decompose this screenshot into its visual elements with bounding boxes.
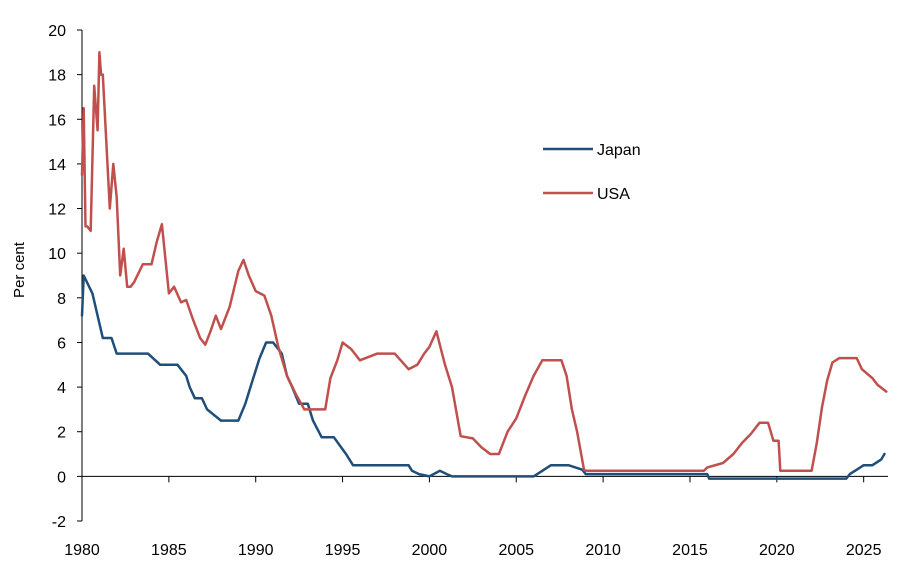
legend-label-japan: Japan bbox=[597, 142, 641, 159]
y-tick-label: 10 bbox=[48, 246, 66, 263]
y-tick-label: -2 bbox=[52, 514, 66, 531]
x-tick-label: 2000 bbox=[412, 542, 448, 559]
series-line-usa bbox=[80, 51, 888, 473]
y-axis-ticks: -2 0 2 4 6 8 10 12 14 16 18 20 bbox=[48, 23, 82, 531]
legend: Japan USA bbox=[543, 142, 641, 203]
y-tick-label: 16 bbox=[48, 112, 66, 129]
y-tick-label: 14 bbox=[48, 157, 66, 174]
x-tick-label: 2005 bbox=[498, 542, 534, 559]
series-line-japan bbox=[80, 274, 886, 480]
x-axis-ticks: 1980 1985 1990 1995 2000 2005 2010 2015 2020 2025 bbox=[64, 476, 882, 559]
legend-label-usa: USA bbox=[597, 186, 630, 203]
x-tick-label: 2015 bbox=[672, 542, 708, 559]
x-tick-label: 2020 bbox=[759, 542, 795, 559]
y-tick-label: 12 bbox=[48, 202, 66, 219]
x-tick-label: 1995 bbox=[325, 542, 361, 559]
axes bbox=[81, 30, 888, 521]
x-tick-label: 2025 bbox=[846, 542, 882, 559]
x-tick-label: 2010 bbox=[585, 542, 621, 559]
y-tick-label: 18 bbox=[48, 68, 66, 85]
y-tick-label: 4 bbox=[57, 380, 66, 397]
y-axis-label: Per cent bbox=[11, 241, 28, 298]
y-tick-label: 0 bbox=[57, 469, 66, 486]
y-tick-label: 6 bbox=[57, 335, 66, 352]
y-tick-label: 20 bbox=[48, 23, 66, 40]
x-tick-label: 1985 bbox=[151, 542, 187, 559]
x-tick-label: 1990 bbox=[238, 542, 274, 559]
x-tick-label: 1980 bbox=[64, 542, 100, 559]
y-tick-label: 2 bbox=[57, 425, 66, 442]
y-tick-label: 8 bbox=[57, 291, 66, 308]
series-layer bbox=[80, 51, 888, 480]
